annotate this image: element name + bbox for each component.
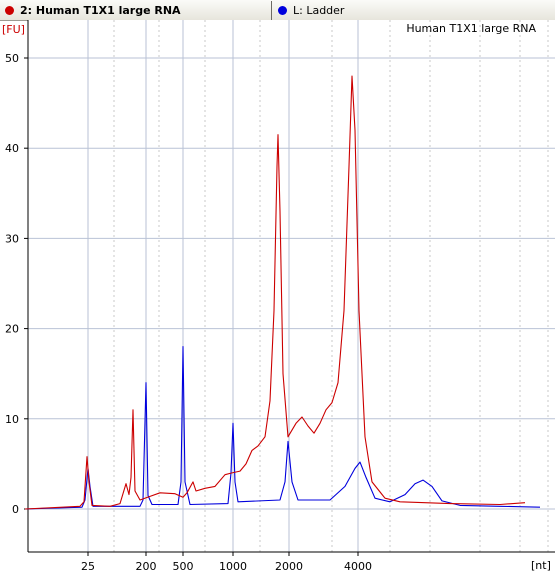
legend-item-ladder[interactable]: L: Ladder bbox=[278, 0, 344, 21]
legend-dot-red-icon bbox=[5, 6, 14, 15]
chart-title: Human T1X1 large RNA bbox=[406, 22, 536, 35]
x-tick-label: 2000 bbox=[275, 560, 303, 573]
legend-separator bbox=[271, 1, 272, 20]
y-tick-label: 40 bbox=[5, 142, 19, 155]
y-tick-label: 30 bbox=[5, 232, 19, 245]
series-line-ladder bbox=[24, 346, 541, 510]
y-tick-label: 20 bbox=[5, 323, 19, 336]
y-tick-label: 0 bbox=[12, 503, 19, 516]
x-tick-label: 200 bbox=[136, 560, 157, 573]
x-axis-unit: [nt] bbox=[531, 559, 551, 572]
legend-label-sample: 2: Human T1X1 large RNA bbox=[20, 4, 181, 17]
x-tick-label: 4000 bbox=[344, 560, 372, 573]
y-tick-label: 10 bbox=[5, 413, 19, 426]
plot-area bbox=[28, 20, 555, 552]
legend-label-ladder: L: Ladder bbox=[293, 4, 345, 17]
series-line-sample bbox=[24, 75, 526, 510]
x-tick-label: 1000 bbox=[219, 560, 247, 573]
legend-bar: 2: Human T1X1 large RNA L: Ladder bbox=[0, 0, 555, 21]
legend-item-sample[interactable]: 2: Human T1X1 large RNA bbox=[5, 0, 181, 21]
grid bbox=[28, 20, 555, 552]
series-group bbox=[24, 75, 541, 510]
y-axis-unit: [FU] bbox=[2, 23, 25, 36]
y-tick-label: 50 bbox=[5, 52, 19, 65]
x-tick-label: 25 bbox=[81, 560, 95, 573]
tick-labels: 0 10 20 30 40 50 25 200 500 1000 2000 4000 bbox=[5, 52, 372, 573]
legend-dot-blue-icon bbox=[278, 6, 287, 15]
axes bbox=[24, 20, 555, 556]
x-tick-label: 500 bbox=[173, 560, 194, 573]
